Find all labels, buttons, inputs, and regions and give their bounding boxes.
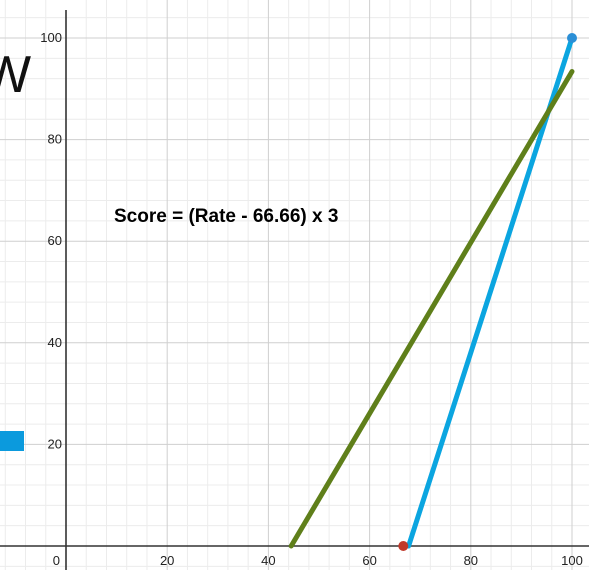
x-tick-label: 40 (261, 553, 275, 568)
series-lines (288, 35, 575, 549)
data-point (567, 33, 577, 43)
series-line (406, 35, 575, 549)
axes (0, 10, 589, 570)
x-tick-label: 20 (160, 553, 174, 568)
y-tick-label: 20 (48, 436, 62, 451)
formula-annotation: Score = (Rate - 66.66) x 3 (114, 206, 338, 227)
y-tick-label: 40 (48, 335, 62, 350)
y-tick-label: 100 (40, 30, 62, 45)
data-markers (398, 33, 577, 551)
y-tick-label: 80 (48, 132, 62, 147)
y-tick-label: 60 (48, 233, 62, 248)
legend-glyph: W (0, 46, 31, 104)
x-tick-label: 0 (53, 553, 60, 568)
x-tick-label: 60 (362, 553, 376, 568)
tick-labels: 0 20 40 60 80 100 20 40 60 80 100 (40, 30, 583, 568)
x-tick-label: 80 (464, 553, 478, 568)
data-point (398, 541, 409, 551)
series-line (288, 69, 575, 549)
x-tick-label: 100 (561, 553, 583, 568)
legend-swatch (0, 431, 24, 451)
partial-legend: W (0, 46, 31, 451)
